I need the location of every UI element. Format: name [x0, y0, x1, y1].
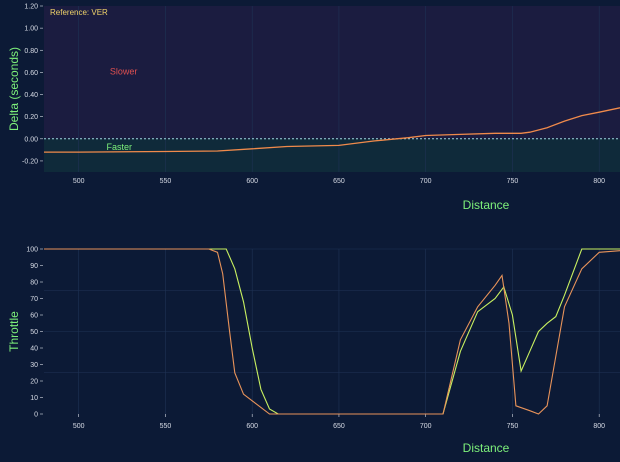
- reference-label: Reference: VER: [50, 8, 108, 17]
- delta-series-line: [44, 107, 620, 153]
- delta-x-tick-label: 600: [246, 178, 258, 185]
- delta-x-tick-label: 750: [507, 178, 519, 185]
- delta-x-tick-label: 650: [333, 178, 345, 185]
- delta-x-axis-title: Distance: [463, 198, 510, 212]
- throttle-x-tick-label: 750: [507, 423, 519, 430]
- throttle-y-tick-label: 10: [30, 395, 38, 402]
- faster-region: [44, 138, 620, 172]
- delta-x-tick-label: 550: [160, 178, 172, 185]
- throttle-chart: 500 550 600 650 700 750 8001009080706050403020…: [7, 247, 620, 455]
- delta-x-tick-label: 500: [73, 178, 85, 185]
- delta-y-tick-label: -0.20: [22, 158, 38, 165]
- throttle-y-tick-label: 90: [30, 263, 38, 270]
- throttle-y-tick-label: 50: [30, 329, 38, 336]
- throttle-x-tick-label: 650: [333, 423, 345, 430]
- throttle-x-tick-label: 600: [246, 423, 258, 430]
- delta-y-tick-label: 1.00: [24, 26, 38, 33]
- annotation-faster: Faster: [106, 142, 132, 152]
- throttle-y-tick-label: 70: [30, 296, 38, 303]
- delta-y-tick-label: 0.00: [24, 136, 38, 143]
- throttle-x-tick-label: 700: [420, 423, 432, 430]
- throttle-y-tick-label: 80: [30, 280, 38, 287]
- throttle-x-axis-title: Distance: [463, 441, 510, 455]
- delta-y-tick-label: 0.80: [24, 48, 38, 55]
- throttle-y-tick-label: 0: [34, 412, 38, 419]
- delta-x-tick-label: 800: [593, 178, 605, 185]
- delta-x-tick-label: 700: [420, 178, 432, 185]
- throttle-y-tick-label: 20: [30, 379, 38, 386]
- throttle-x-tick-label: 550: [160, 423, 172, 430]
- throttle-x-tick-label: 800: [593, 423, 605, 430]
- delta-y-tick-label: 0.40: [24, 92, 38, 99]
- delta-y-tick-label: 0.20: [24, 114, 38, 121]
- throttle-series-line-2: [44, 248, 620, 415]
- throttle-y-tick-label: 40: [30, 346, 38, 353]
- annotation-slower: Slower: [110, 67, 138, 77]
- delta-y-axis-title: Delta (seconds): [7, 47, 21, 131]
- throttle-y-tick-label: 100: [26, 247, 38, 254]
- throttle-series-line-1: [44, 248, 620, 415]
- throttle-y-tick-label: 60: [30, 313, 38, 320]
- throttle-x-tick-label: 500: [73, 423, 85, 430]
- slower-region: [44, 6, 620, 139]
- throttle-y-axis-title: Throttle: [7, 311, 21, 352]
- delta-chart: 500 550 600 650 700 750 800 1.20 1.00 0.80 0.60 0.4…: [7, 4, 620, 212]
- delta-y-tick-label: 1.20: [24, 4, 38, 11]
- delta-y-tick-label: 0.60: [24, 70, 38, 77]
- throttle-y-tick-label: 30: [30, 362, 38, 369]
